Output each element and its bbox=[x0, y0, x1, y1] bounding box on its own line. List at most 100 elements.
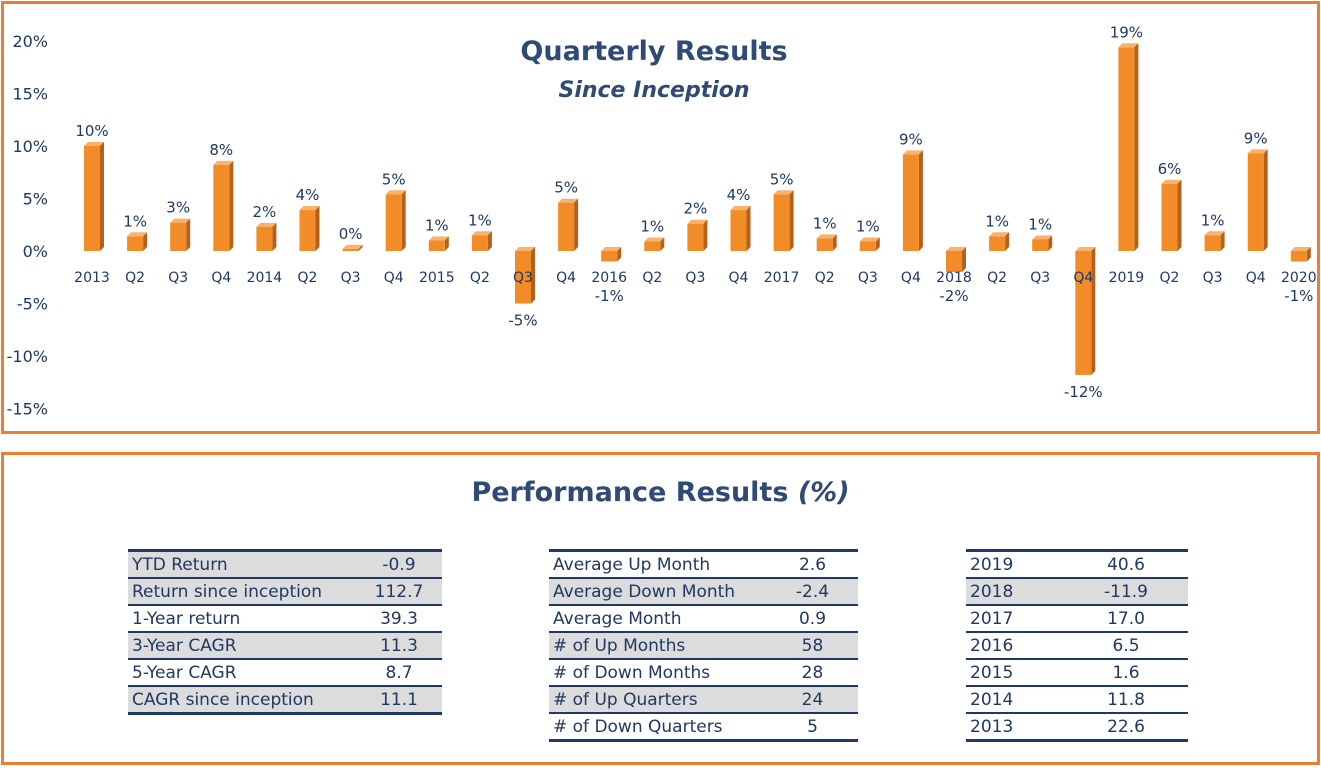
bar-side-face bbox=[229, 160, 234, 251]
chart-subtitle: Since Inception bbox=[558, 78, 750, 103]
table-row: Average Month 0.9 bbox=[549, 605, 858, 633]
table-row: 5-Year CAGR 8.7 bbox=[128, 659, 442, 687]
bar-side-face bbox=[918, 150, 923, 251]
bar-front-face bbox=[213, 164, 230, 251]
data-label: 1% bbox=[1028, 215, 1052, 233]
row-value: -2.4 bbox=[767, 578, 858, 606]
data-label: -5% bbox=[508, 312, 537, 330]
data-label: -12% bbox=[1064, 383, 1103, 401]
bar bbox=[816, 234, 837, 251]
row-value: 11.1 bbox=[356, 686, 442, 715]
row-value: 11.8 bbox=[1064, 686, 1188, 714]
bar bbox=[902, 150, 923, 251]
data-label: 4% bbox=[296, 186, 320, 204]
category-label: 2016 bbox=[591, 270, 627, 286]
y-tick-label: -10% bbox=[7, 347, 48, 366]
category-label: Q3 bbox=[685, 270, 705, 286]
bar-front-face bbox=[515, 251, 531, 304]
row-value: 28 bbox=[767, 659, 858, 687]
row-label: 2017 bbox=[966, 605, 1064, 633]
data-label: 4% bbox=[727, 186, 751, 204]
data-label: 2% bbox=[684, 200, 708, 218]
bar-top-face bbox=[1032, 235, 1053, 240]
bar-side-face bbox=[358, 244, 363, 251]
bar-front-face bbox=[859, 241, 876, 251]
data-label: 1% bbox=[468, 211, 492, 229]
bar-front-face bbox=[558, 202, 575, 251]
row-label: 2018 bbox=[966, 578, 1064, 606]
performance-title: Performance Results (%) bbox=[4, 477, 1317, 508]
table-row: # of Down Months 28 bbox=[549, 659, 858, 687]
bar-side-face bbox=[1005, 232, 1010, 251]
row-label: # of Up Quarters bbox=[549, 686, 767, 714]
y-tick-label: 0% bbox=[23, 242, 48, 261]
row-value: 2.6 bbox=[767, 549, 858, 579]
row-label: YTD Return bbox=[128, 549, 356, 579]
bar bbox=[213, 160, 234, 251]
category-label: Q2 bbox=[298, 270, 318, 286]
table-row: 2018 -11.9 bbox=[966, 578, 1188, 606]
data-label: -1% bbox=[1284, 287, 1313, 305]
bar-side-face bbox=[531, 247, 535, 304]
bar-side-face bbox=[660, 237, 665, 251]
table-row: Average Up Month 2.6 bbox=[549, 549, 858, 579]
bar-front-face bbox=[687, 223, 704, 251]
table-row: 2013 22.6 bbox=[966, 713, 1188, 742]
row-value: 58 bbox=[767, 632, 858, 660]
bar-front-face bbox=[1118, 47, 1135, 251]
data-label: 1% bbox=[123, 212, 147, 230]
bar-side-face bbox=[100, 142, 104, 251]
category-label: Q4 bbox=[384, 270, 404, 286]
row-value: 11.3 bbox=[356, 632, 442, 660]
bar-front-face bbox=[471, 235, 488, 251]
bar-front-face bbox=[601, 251, 618, 262]
bar-side-face bbox=[1306, 247, 1311, 262]
bar-top-face bbox=[84, 142, 104, 146]
bar bbox=[515, 247, 535, 304]
category-label: Q4 bbox=[1073, 270, 1093, 286]
bar-front-face bbox=[342, 248, 359, 251]
bar-front-face bbox=[299, 210, 316, 251]
category-label: Q3 bbox=[858, 270, 878, 286]
bar bbox=[1032, 235, 1053, 251]
category-label: Q3 bbox=[168, 270, 188, 286]
table-row: 3-Year CAGR 11.3 bbox=[128, 632, 442, 660]
bar-side-face bbox=[574, 198, 579, 251]
returns-table: YTD Return -0.9 Return since inception 112… bbox=[128, 549, 442, 715]
row-label: 2013 bbox=[966, 713, 1064, 742]
bar-top-face bbox=[170, 218, 191, 223]
data-label: 2% bbox=[253, 203, 277, 221]
category-label: 2019 bbox=[1109, 270, 1145, 286]
category-label: 2020 bbox=[1281, 270, 1317, 286]
data-label: 0% bbox=[339, 225, 363, 243]
row-label: 2014 bbox=[966, 686, 1064, 714]
bar-front-face bbox=[644, 241, 661, 251]
category-label: 2018 bbox=[936, 270, 972, 286]
performance-results-panel: Performance Results (%) YTD Return -0.9 R… bbox=[1, 452, 1320, 765]
table-row: YTD Return -0.9 bbox=[128, 549, 442, 579]
table-row: 2017 17.0 bbox=[966, 605, 1188, 633]
monthly-stats-table: Average Up Month 2.6 Average Down Month -2… bbox=[549, 549, 858, 742]
bar bbox=[773, 190, 794, 251]
row-label: CAGR since inception bbox=[128, 686, 356, 715]
category-label: Q3 bbox=[513, 270, 533, 286]
bar-side-face bbox=[315, 206, 320, 251]
data-label: 1% bbox=[813, 214, 837, 232]
table-row: 2016 6.5 bbox=[966, 632, 1188, 660]
bar-side-face bbox=[1134, 43, 1139, 251]
bar-side-face bbox=[143, 232, 148, 251]
category-label: Q2 bbox=[987, 270, 1007, 286]
bar bbox=[946, 247, 966, 272]
category-label: Q2 bbox=[125, 270, 145, 286]
bar-front-face bbox=[1075, 251, 1092, 375]
bar-top-face bbox=[471, 231, 492, 236]
bar-side-face bbox=[789, 190, 794, 251]
bar-top-face bbox=[342, 244, 363, 249]
row-value: 39.3 bbox=[356, 605, 442, 633]
data-label: 1% bbox=[856, 218, 880, 236]
bar-front-face bbox=[256, 226, 273, 251]
table-row: # of Down Quarters 5 bbox=[549, 713, 858, 742]
bar-side-face bbox=[401, 190, 406, 251]
row-label: Average Down Month bbox=[549, 578, 767, 606]
category-label: Q4 bbox=[1246, 270, 1266, 286]
